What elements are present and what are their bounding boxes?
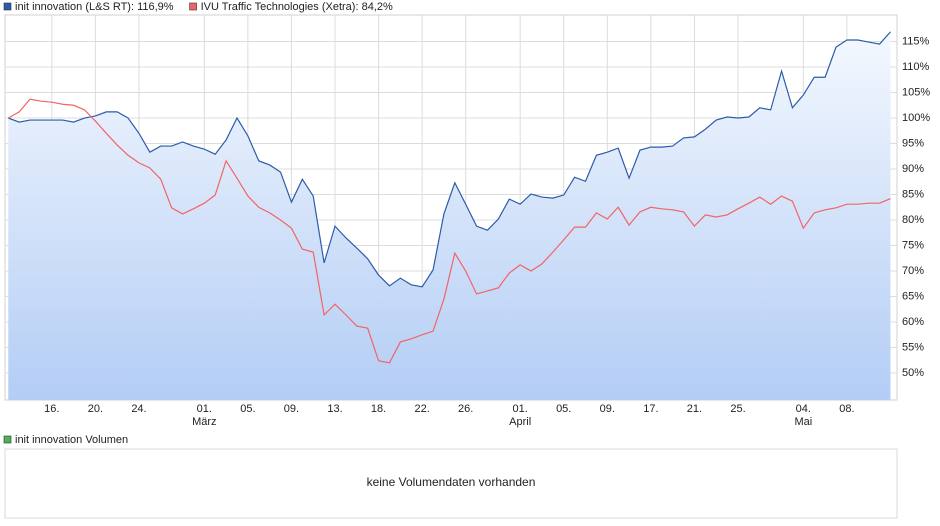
y-tick-label: 55%	[902, 341, 924, 353]
x-month-label: April	[509, 416, 531, 428]
legend-swatch	[189, 2, 197, 11]
x-tick-label: 04.	[796, 403, 811, 415]
x-tick-label: 01.	[513, 403, 528, 415]
legend-label: init innovation Volumen	[15, 434, 128, 446]
y-tick-label: 65%	[902, 290, 924, 302]
x-month-label: Mai	[794, 416, 812, 428]
volume-frame	[4, 448, 898, 519]
y-tick-label: 75%	[902, 239, 924, 251]
x-tick-label: 20.	[88, 403, 103, 415]
x-tick-label: 22.	[414, 403, 429, 415]
legend-label: IVU Traffic Technologies (Xetra): 84,2%	[201, 1, 393, 13]
y-tick-label: 50%	[902, 367, 924, 379]
x-tick-label: 05.	[240, 403, 255, 415]
x-tick-label: 13.	[327, 403, 342, 415]
labels: 50% 55% 60% 65% 70% 75% 80% 85% 90% 95% 100% 105% 11…	[3, 1, 930, 446]
x-tick-label: 01.	[197, 403, 212, 415]
y-tick-label: 110%	[902, 61, 930, 73]
y-tick-label: 60%	[902, 316, 924, 328]
line	[7, 98, 891, 364]
y-tick-label: 80%	[902, 214, 924, 226]
y-tick-label: 70%	[902, 265, 924, 277]
marks	[7, 31, 891, 400]
x-tick-label: 09.	[284, 403, 299, 415]
y-tick-label: 95%	[902, 137, 924, 149]
x-tick-label: 24.	[131, 403, 146, 415]
y-tick-label: 100%	[902, 112, 930, 124]
x-tick-label: 09.	[600, 403, 615, 415]
area	[8, 31, 891, 400]
x-month-label: März	[192, 416, 216, 428]
y-tick-label: 85%	[902, 188, 924, 200]
line	[8, 31, 891, 288]
volume-message: keine Volumendaten vorhanden	[367, 475, 536, 489]
x-tick-label: 17.	[643, 403, 658, 415]
x-tick-label: 18.	[371, 403, 386, 415]
legend-swatch	[3, 435, 12, 444]
y-tick-label: 105%	[902, 86, 930, 98]
legend-swatch	[3, 2, 12, 11]
y-tick-label: 90%	[902, 163, 924, 175]
y-tick-label: 115%	[902, 35, 930, 47]
x-tick-label: 26.	[458, 403, 473, 415]
x-tick-label: 25.	[730, 403, 745, 415]
x-tick-label: 05.	[556, 403, 571, 415]
x-tick-label: 16.	[44, 403, 59, 415]
x-tick-label: 08.	[839, 403, 854, 415]
x-tick-label: 21.	[687, 403, 702, 415]
legend-label: init innovation (L&S RT): 116,9%	[15, 1, 174, 13]
